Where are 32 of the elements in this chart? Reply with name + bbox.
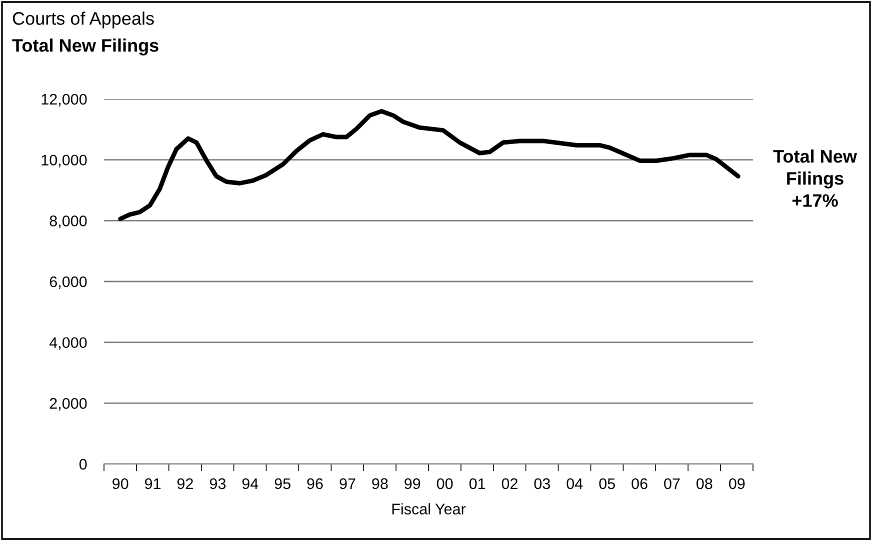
y-tick-label: 4,000 [49,337,87,350]
x-tick-label: 08 [696,478,712,490]
x-tick-label: 94 [242,478,258,490]
x-tick-label: 04 [566,478,583,490]
x-tick-label: 02 [502,478,518,490]
line-series [118,108,740,222]
y-tick-label: 2,000 [50,398,87,411]
x-tick-label: 01 [469,478,486,490]
y-tick-label: 6,000 [50,276,87,289]
x-tick-label: 06 [632,478,648,490]
x-tick-label: 00 [436,478,453,490]
x-tick-label: 91 [144,478,161,490]
x-tick-label: 09 [729,478,745,490]
chart-title: Courts of Appeals [12,12,154,28]
y-tick-label: 0 [79,458,87,470]
x-tick-label: 97 [340,478,356,490]
x-tick-label: 05 [599,478,615,490]
x-tick-label: 03 [534,478,550,490]
y-tick-label: 10,000 [42,154,87,168]
x-tick-label: 98 [372,478,388,490]
x-tick-label: 90 [112,478,128,490]
x-tick-label: 93 [210,478,226,490]
y-tick-label: 8,000 [50,216,87,228]
chart-subtitle: Total New Filings [12,38,158,56]
x-tick-label: 99 [404,478,420,490]
x-axis-title: Fiscal Year [392,503,466,514]
x-tick-label: 92 [177,478,193,490]
x-tick-label: 95 [274,478,290,490]
text: Total New Filings +17% [773,149,858,207]
y-tick-label: 12,000 [42,94,87,106]
x-tick-label: 96 [307,478,323,490]
x-tick-label: 07 [664,478,680,490]
